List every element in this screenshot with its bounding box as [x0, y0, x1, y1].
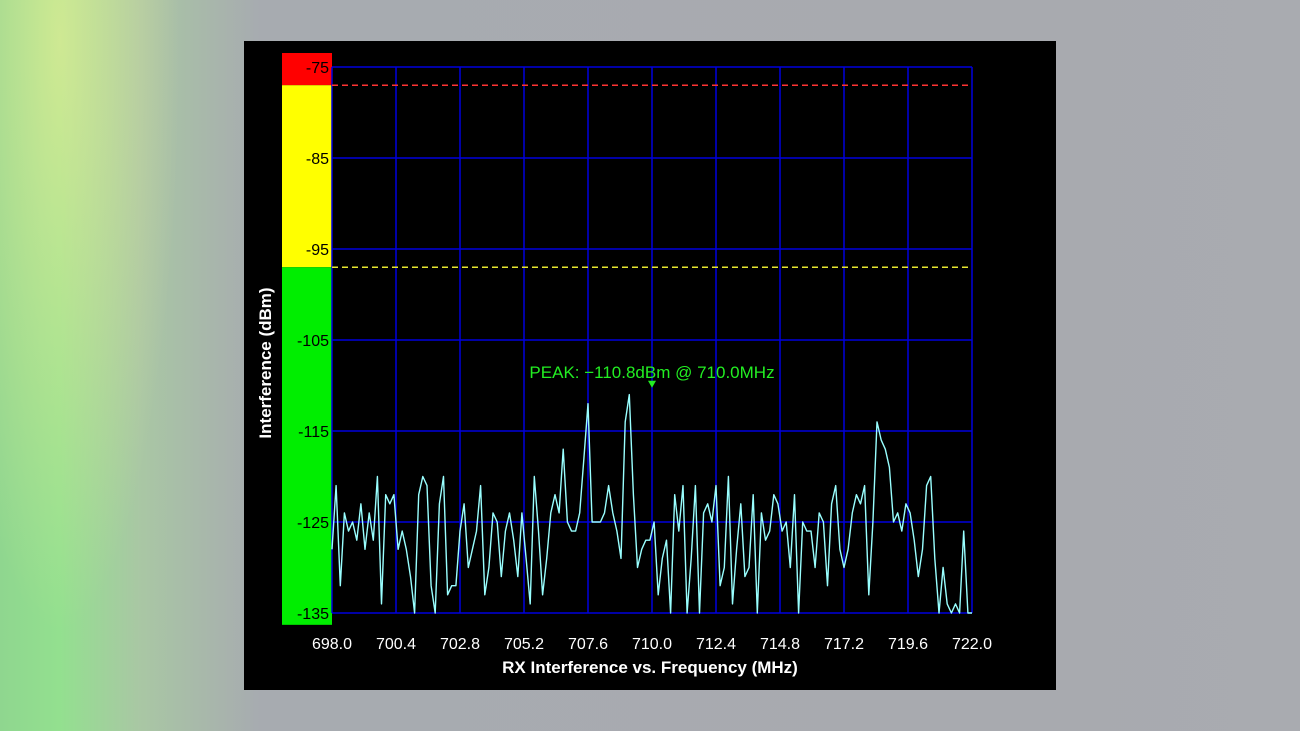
x-tick-label: 722.0: [952, 636, 992, 653]
series-layer: [331, 393, 972, 614]
x-tick-label: 707.6: [568, 636, 608, 653]
x-tick-labels: 698.0 700.4 702.8 705.2 707.6 710.0 712.4 714.8…: [312, 636, 992, 653]
peak-marker: [648, 380, 656, 388]
interference-chart: -75 -85 -95 -105 -115 -125 -135 698.0 700.4 702.…: [256, 53, 992, 677]
x-tick-label: 712.4: [696, 636, 736, 653]
x-axis-label: RX Interference vs. Frequency (MHz): [502, 658, 798, 677]
x-tick-label: 700.4: [376, 636, 416, 653]
x-tick-label: 714.8: [760, 636, 800, 653]
y-tick-label: -85: [306, 151, 329, 168]
y-tick-label: -105: [297, 333, 329, 350]
threshold-lines: [332, 84, 972, 268]
peak-label: PEAK: −110.8dBm @ 710.0MHz: [529, 363, 774, 382]
chart-panel: -75 -85 -95 -105 -115 -125 -135 698.0 700.4 702.…: [244, 41, 1056, 690]
y-tick-label: -95: [306, 242, 329, 259]
peak-annotation: PEAK: −110.8dBm @ 710.0MHz: [529, 363, 775, 388]
background-glow: [0, 0, 200, 731]
x-tick-label: 710.0: [632, 636, 672, 653]
y-tick-label: -135: [297, 606, 329, 623]
y-tick-label: -75: [306, 60, 329, 77]
y-tick-label: -125: [297, 515, 329, 532]
y-tick-label: -115: [298, 424, 329, 441]
color-band: [282, 267, 332, 625]
color-band: [282, 53, 332, 86]
x-tick-label: 705.2: [504, 636, 544, 653]
x-tick-label: 717.2: [824, 636, 864, 653]
grid-lines: [331, 66, 973, 614]
y-tick-labels: -75 -85 -95 -105 -115 -125 -135: [297, 60, 329, 623]
color-band: [282, 85, 332, 268]
x-tick-label: 702.8: [440, 636, 480, 653]
y-axis-label: Interference (dBm): [256, 287, 275, 438]
x-tick-label: 698.0: [312, 636, 352, 653]
color-bands: [282, 53, 332, 625]
series-line: [331, 393, 972, 614]
x-tick-label: 719.6: [888, 636, 928, 653]
